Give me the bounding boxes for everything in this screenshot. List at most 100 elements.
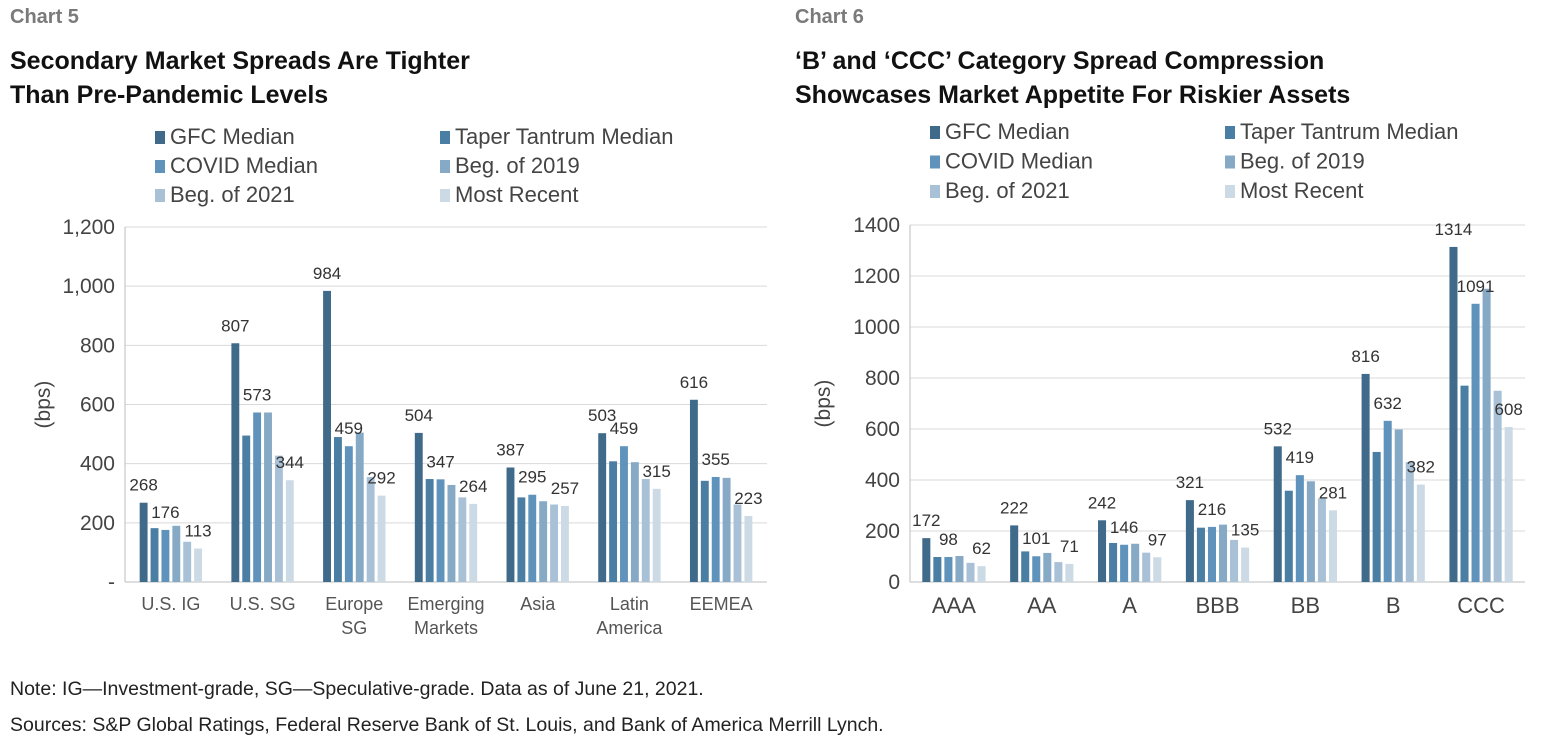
footer-sources: Sources: S&P Global Ratings, Federal Res… [10, 714, 884, 736]
chart5-category-label-2-line-0: Europe [325, 594, 383, 614]
chart6-y-tick-0: 0 [888, 571, 900, 594]
chart6-bar-aa-s5 [1065, 563, 1074, 582]
chart5-bar-europe-sg-s2 [344, 446, 353, 582]
chart6-legend-label-2: COVID Median [945, 149, 1093, 174]
chart5-y-tick-2: 400 [80, 453, 115, 476]
chart6-y-tick-1: 200 [865, 520, 900, 543]
chart6-legend-label-4: Beg. of 2021 [945, 178, 1070, 203]
chart6-bar-aaa-s1 [933, 557, 942, 582]
chart6-data-label-12: 532 [1264, 419, 1292, 438]
chart6-bar-a-s5 [1153, 557, 1162, 582]
chart5-bar-u-s-ig-s0 [139, 502, 148, 582]
chart6-bar-b-s5 [1416, 484, 1425, 582]
chart6-bar-ccc-s4 [1493, 390, 1502, 582]
chart6-y-tick-2: 400 [865, 469, 900, 492]
chart5-bar-europe-sg-s0 [323, 290, 331, 582]
chart5-bar-eemea-s3 [722, 477, 731, 582]
chart5-bar-latin-america-s4 [641, 479, 650, 582]
chart5-bar-europe-sg-s5 [377, 495, 386, 582]
chart6-data-label-9: 321 [1176, 473, 1204, 492]
chart-5-label: Chart 5 [10, 6, 79, 28]
chart5-bar-eemea-s2 [711, 476, 720, 582]
chart5-bar-u-s-ig-s3 [172, 525, 181, 582]
chart6-y-axis-title: (bps) [812, 380, 835, 428]
chart5-data-label-13: 295 [518, 468, 546, 487]
chart5-data-label-12: 387 [496, 441, 524, 460]
chart5-legend-label-1: Taper Tantrum Median [455, 124, 674, 149]
chart5-bar-europe-sg-s1 [333, 437, 342, 582]
chart6-category-label-5: B [1386, 593, 1401, 618]
chart6-bar-bbb-s1 [1196, 527, 1205, 582]
chart6-bar-ccc-s1 [1460, 385, 1469, 582]
chart5-bar-eemea-s1 [700, 480, 709, 582]
chart6-bar-b-s2 [1383, 420, 1392, 582]
chart5-y-tick-4: 800 [80, 334, 115, 357]
chart5-bar-asia-s1 [517, 497, 526, 582]
chart6-bar-bb-s0 [1273, 446, 1282, 582]
chart6-bar-b-s0 [1361, 373, 1370, 582]
chart-6-title-line-1: ‘B’ and ‘CCC’ Category Spread Compressio… [795, 47, 1325, 75]
chart6-bar-aa-s3 [1043, 552, 1052, 582]
chart5-data-label-19: 355 [702, 450, 730, 469]
chart6-data-label-7: 146 [1110, 518, 1138, 537]
chart6-bar-bbb-s0 [1185, 500, 1194, 582]
chart6-bar-a-s3 [1131, 543, 1140, 582]
chart6-bar-aa-s1 [1021, 551, 1030, 582]
chart6-bar-bb-s4 [1317, 498, 1326, 582]
chart6-bar-aaa-s0 [922, 538, 931, 582]
chart6-category-label-1: AA [1027, 593, 1057, 618]
chart6-legend-swatch-1 [1225, 126, 1235, 139]
chart5-data-label-5: 344 [276, 453, 304, 472]
chart-5-title: Secondary Market Spreads Are Tighter Tha… [10, 44, 470, 112]
chart5-category-label-0: U.S. IG [141, 594, 200, 614]
chart6-data-label-16: 632 [1374, 394, 1402, 413]
chart5-category-label-5-line-0: Latin [610, 594, 649, 614]
chart5-data-label-1: 176 [151, 503, 179, 522]
chart6-bar-bb-s1 [1284, 490, 1293, 582]
chart5-category-label-3-line-1: Markets [414, 618, 478, 638]
chart5-bar-u-s-ig-s2 [161, 529, 170, 582]
chart6-data-label-20: 608 [1494, 400, 1522, 419]
chart5-legend-swatch-0 [155, 131, 165, 144]
chart5-data-label-6: 984 [313, 264, 341, 283]
chart5-category-label-2-line-1: SG [341, 618, 367, 638]
chart6-data-label-13: 419 [1286, 448, 1314, 467]
chart6-data-label-6: 242 [1088, 493, 1116, 512]
chart5-legend-swatch-2 [155, 160, 165, 173]
chart5-bar-u-s-ig-s4 [183, 541, 192, 582]
chart6-bar-bb-s2 [1295, 475, 1304, 582]
chart5-data-label-9: 504 [405, 406, 433, 425]
chart6-bar-a-s2 [1120, 544, 1129, 582]
chart6-bar-a-s1 [1109, 542, 1118, 582]
chart5-bar-emerging-markets-s0 [414, 432, 423, 582]
chart-5-bar-chart: GFC Median Taper Tantrum Median COVID Medi… [32, 124, 767, 638]
chart5-bar-asia-s3 [539, 501, 548, 582]
chart6-data-label-10: 216 [1198, 500, 1226, 519]
chart-6-title: ‘B’ and ‘CCC’ Category Spread Compressio… [795, 44, 1350, 112]
chart5-bar-eemea-s0 [689, 399, 698, 582]
chart6-legend-label-5: Most Recent [1240, 178, 1364, 203]
chart6-bar-bbb-s3 [1219, 524, 1228, 582]
chart5-y-tick-5: 1,000 [62, 275, 115, 298]
chart6-bar-aaa-s3 [955, 555, 964, 582]
chart5-bar-latin-america-s0 [598, 433, 607, 582]
chart6-bar-bb-s5 [1328, 510, 1337, 582]
chart6-y-tick-6: 1200 [853, 265, 900, 288]
chart6-legend-swatch-0 [930, 126, 940, 139]
chart6-bar-aaa-s5 [977, 566, 986, 582]
chart6-y-tick-3: 600 [865, 418, 900, 441]
chart5-legend-label-2: COVID Median [170, 153, 318, 178]
chart6-data-label-11: 135 [1231, 521, 1259, 540]
chart5-bar-emerging-markets-s5 [469, 503, 478, 582]
chart5-bar-asia-s5 [561, 505, 569, 582]
chart6-legend-swatch-3 [1225, 155, 1235, 169]
chart6-data-label-14: 281 [1319, 483, 1347, 502]
chart6-data-label-1: 98 [939, 530, 958, 549]
chart6-category-label-0: AAA [932, 593, 976, 618]
chart5-y-tick-0: - [108, 571, 115, 594]
chart6-bar-bb-s3 [1306, 481, 1315, 582]
chart6-bar-bbb-s5 [1241, 547, 1250, 582]
chart5-category-label-4: Asia [520, 594, 556, 614]
chart5-bar-eemea-s4 [733, 504, 742, 582]
chart6-bar-aa-s0 [1010, 525, 1019, 582]
